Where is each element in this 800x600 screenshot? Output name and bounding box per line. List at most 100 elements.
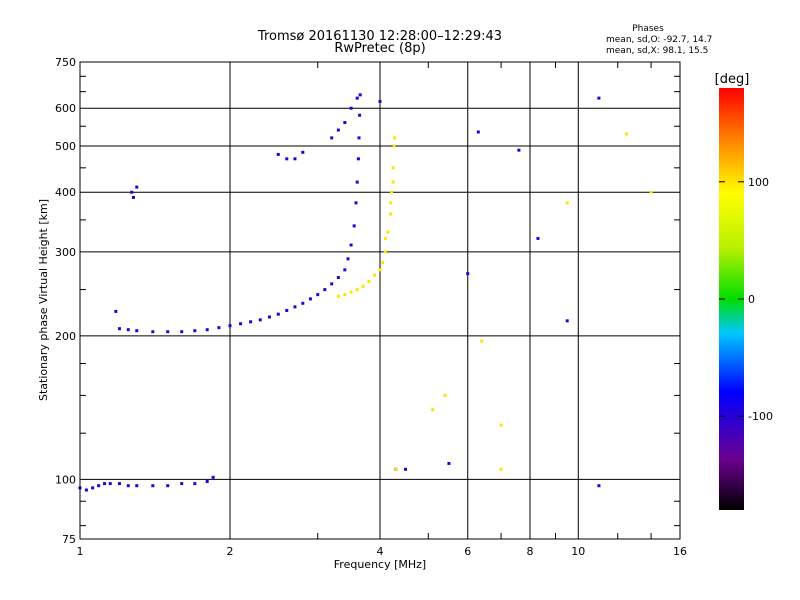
- data-point-o: [285, 157, 289, 161]
- data-point-x: [383, 236, 387, 240]
- colorbar-tick-label: -100: [748, 410, 773, 423]
- data-point-x: [443, 393, 447, 397]
- y-tick-label: 400: [55, 186, 76, 199]
- data-point-o: [193, 482, 197, 486]
- colorbar-ticks: 100 0 -100: [719, 176, 773, 423]
- data-point-o: [358, 113, 362, 117]
- data-point-o: [476, 130, 480, 134]
- data-point-o: [330, 282, 334, 286]
- data-point-o: [151, 330, 155, 334]
- colorbar-tick-label: 0: [748, 293, 755, 306]
- data-point-o: [211, 475, 215, 479]
- data-point-x: [649, 190, 653, 194]
- x-tick-label: 16: [673, 545, 687, 558]
- y-axis-label: Stationary phase Virtual Height [km]: [37, 199, 50, 401]
- y-tick-label: 100: [55, 473, 76, 486]
- data-point-o: [293, 157, 297, 161]
- data-point-x: [391, 180, 395, 184]
- chart-subtitle: RwPretec (8p): [334, 41, 425, 56]
- data-point-o: [205, 479, 209, 483]
- data-point-o: [356, 157, 360, 161]
- x-tick-label: 8: [527, 545, 534, 558]
- data-point-o: [258, 318, 262, 322]
- data-point-o: [117, 327, 121, 331]
- colorbar-label: [deg]: [715, 72, 750, 87]
- data-point-x: [393, 136, 397, 140]
- data-point-x: [499, 423, 503, 427]
- data-point-o: [151, 484, 155, 488]
- data-point-x: [499, 467, 503, 471]
- data-point-o: [126, 484, 130, 488]
- data-point-o: [378, 99, 382, 103]
- data-point-o: [354, 201, 358, 205]
- data-point-o: [308, 297, 312, 301]
- data-point-o: [166, 330, 170, 334]
- data-point-o: [135, 484, 139, 488]
- data-point-o: [316, 293, 320, 297]
- data-point-o: [276, 312, 280, 316]
- data-point-x: [367, 279, 371, 283]
- stats-line-o: mean, sd,O: -92.7, 14.7: [606, 35, 712, 45]
- data-point-o: [293, 305, 297, 309]
- data-point-x: [625, 132, 629, 136]
- data-point-o: [403, 467, 407, 471]
- x-tick-label: 10: [571, 545, 585, 558]
- stats-heading: Phases: [632, 24, 664, 34]
- data-point-o: [84, 488, 88, 492]
- gridlines: [80, 62, 680, 539]
- data-point-x: [349, 290, 353, 294]
- data-point-o: [355, 96, 359, 100]
- data-point-x: [390, 190, 394, 194]
- data-point-x: [361, 284, 365, 288]
- data-point-o: [597, 96, 601, 100]
- data-point-o: [565, 319, 569, 323]
- data-point-x: [565, 201, 569, 205]
- data-point-o: [108, 482, 112, 486]
- data-point-o: [276, 152, 280, 156]
- data-point-o: [357, 136, 361, 140]
- y-tick-label: 300: [55, 246, 76, 259]
- data-point-o: [180, 330, 184, 334]
- data-point-o: [346, 257, 350, 261]
- data-point-o: [358, 93, 362, 97]
- data-point-x: [378, 268, 382, 272]
- y-tick-label: 75: [62, 533, 76, 546]
- data-point-o: [301, 301, 305, 305]
- data-point-o: [536, 236, 540, 240]
- data-point-x: [431, 408, 435, 412]
- data-point-o: [466, 272, 470, 276]
- stats-line-x: mean, sd,X: 98.1, 15.5: [606, 46, 708, 56]
- data-point-o: [323, 288, 327, 292]
- colorbar-tick-label: 100: [748, 176, 769, 189]
- x-tick-label: 6: [464, 545, 471, 558]
- data-point-o: [103, 482, 107, 486]
- data-point-o: [249, 320, 253, 324]
- data-point-x: [336, 294, 340, 298]
- data-point-o: [352, 224, 356, 228]
- y-tick-label: 600: [55, 102, 76, 115]
- data-point-o: [135, 329, 139, 333]
- data-point-o: [126, 328, 130, 332]
- x-axis-label: Frequency [MHz]: [334, 558, 426, 571]
- data-point-x: [343, 293, 347, 297]
- data-point-o: [349, 106, 353, 110]
- x-tick-label: 2: [227, 545, 234, 558]
- data-point-o: [447, 461, 451, 465]
- data-point-o: [285, 308, 289, 312]
- data-point-o: [349, 243, 353, 247]
- chart-title: Tromsø 20161130 12:28:00–12:29:43: [257, 29, 502, 44]
- axis-ticks: 1 2 4 6 8 10 16 75 100 200 300 400 500 600 750: [55, 56, 687, 558]
- data-point-o: [205, 328, 209, 332]
- data-point-o: [267, 315, 271, 319]
- data-point-o: [343, 121, 347, 125]
- data-point-x: [389, 212, 393, 216]
- data-point-x: [355, 288, 359, 292]
- data-point-o: [336, 276, 340, 280]
- data-point-o: [117, 482, 121, 486]
- y-tick-label: 200: [55, 330, 76, 343]
- data-point-o: [336, 128, 340, 132]
- plot-frame: [79, 61, 681, 540]
- x-tick-label: 1: [77, 545, 84, 558]
- data-point-x: [381, 260, 385, 264]
